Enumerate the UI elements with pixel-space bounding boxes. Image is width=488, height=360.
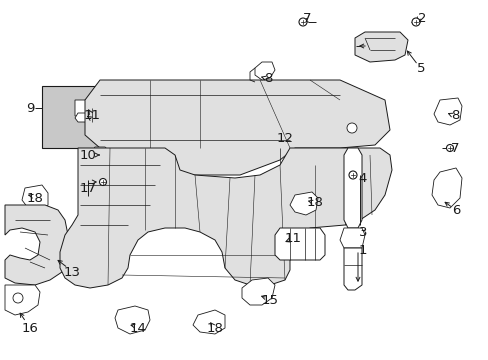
Text: 5: 5 [416,62,425,75]
Polygon shape [242,278,274,305]
Polygon shape [85,80,389,175]
Text: 8: 8 [263,72,272,85]
Polygon shape [60,148,391,288]
Text: 6: 6 [451,203,459,216]
Text: 10: 10 [80,149,96,162]
Text: 8: 8 [450,108,458,122]
Polygon shape [433,98,461,125]
Circle shape [298,18,306,26]
Polygon shape [75,113,94,122]
Text: 4: 4 [358,171,366,185]
Text: 12: 12 [276,131,293,144]
Text: 13: 13 [63,266,81,279]
Polygon shape [254,62,274,80]
Polygon shape [75,100,91,116]
Text: 11: 11 [83,108,101,122]
Text: 18: 18 [206,321,223,334]
Text: 14: 14 [129,321,146,334]
Polygon shape [22,185,48,210]
Circle shape [346,123,356,133]
Polygon shape [5,285,40,315]
Polygon shape [339,228,364,248]
Polygon shape [193,310,224,334]
Text: 7: 7 [302,12,311,24]
Polygon shape [343,248,361,290]
Polygon shape [431,168,461,208]
Text: 1: 1 [358,243,366,257]
Polygon shape [115,306,150,334]
Circle shape [13,293,23,303]
Text: 7: 7 [450,141,458,154]
Text: 2: 2 [417,12,426,24]
Polygon shape [354,32,407,62]
Polygon shape [90,147,110,165]
Text: 17: 17 [80,181,96,194]
Circle shape [446,144,452,152]
Text: 18: 18 [306,195,323,208]
Circle shape [348,171,356,179]
Polygon shape [274,228,325,260]
Polygon shape [5,205,72,285]
Text: 11: 11 [284,231,301,244]
Text: 9: 9 [26,102,34,114]
Text: 15: 15 [261,293,278,306]
Circle shape [99,179,106,185]
Bar [42,86,150,148]
Text: 3: 3 [358,225,366,239]
Circle shape [411,18,419,26]
Text: 16: 16 [21,321,39,334]
Text: 18: 18 [26,192,43,204]
Polygon shape [343,148,361,228]
Polygon shape [289,192,317,215]
